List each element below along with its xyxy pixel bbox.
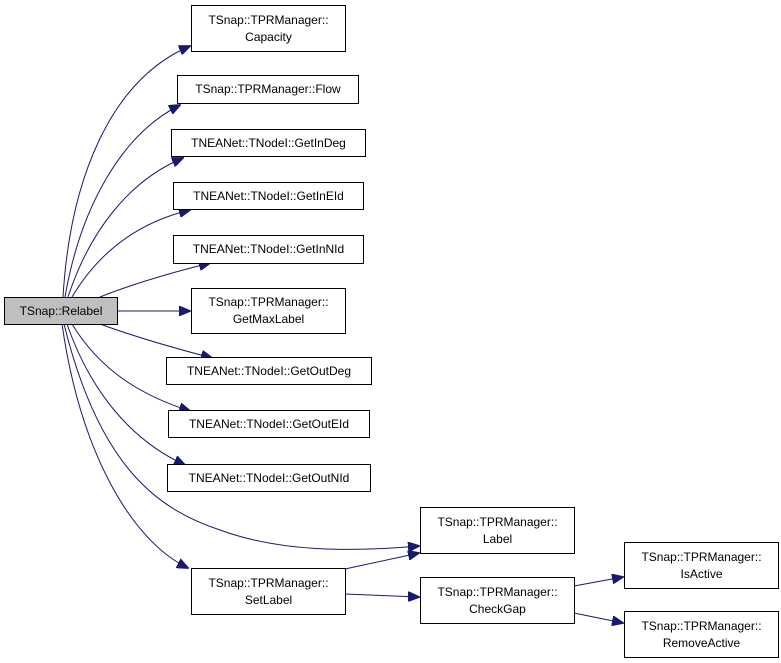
node-flow[interactable]: TSnap::TPRManager::Flow	[177, 75, 359, 104]
node-label: TSnap::TPRManager::	[208, 575, 329, 590]
edge-relabel-getinnid	[99, 263, 210, 298]
node-getindeg[interactable]: TNEANet::TNodeI::GetInDeg	[171, 129, 366, 157]
edge-relabel-capacity	[62, 46, 190, 298]
node-label: GetMaxLabel	[232, 312, 305, 326]
node-label: TNEANet::TNodeI::GetOutEId	[188, 416, 350, 431]
edge-setlabel-checkgap	[344, 594, 419, 597]
node-label: TSnap::TPRManager::	[641, 549, 762, 564]
node-label: TNEANet::TNodeI::GetOutDeg	[186, 363, 352, 378]
node-label: TNEANet::TNodeI::GetInEId	[193, 188, 344, 203]
edge-checkgap-removeactive	[573, 612, 623, 623]
node-label: TSnap::TPRManager::	[208, 12, 329, 27]
node-label: CheckGap	[469, 601, 526, 616]
node-getinnid[interactable]: TNEANet::TNodeI::GetInNId	[173, 235, 364, 264]
node-label: TSnap::TPRManager::	[437, 584, 558, 599]
node-relabel[interactable]: TSnap::Relabel	[4, 297, 118, 325]
node-label: TNEANet::TNodeI::GetOutNId	[188, 470, 350, 485]
edge-setlabel-label	[344, 553, 419, 570]
edge-relabel-getoutdeg	[99, 323, 212, 358]
node-label: Capacity	[245, 29, 292, 44]
node-removeactive[interactable]: TSnap::TPRManager:: RemoveActive	[624, 611, 779, 658]
node-label: TSnap::TPRManager::	[437, 514, 558, 529]
edge-relabel-getouteid	[71, 323, 190, 411]
node-label: TSnap::TPRManager::Flow	[195, 82, 341, 96]
node-checkgap[interactable]: TSnap::TPRManager:: CheckGap	[420, 577, 575, 624]
node-getmaxlabel[interactable]: TSnap::TPRManager:: GetMaxLabel	[191, 288, 346, 334]
node-label: SetLabel	[244, 592, 293, 607]
edge-checkgap-isactive	[573, 577, 623, 587]
node-label: TSnap::TPRManager::	[641, 618, 762, 633]
edge-relabel-setlabel	[61, 323, 188, 568]
node-getouteid[interactable]: TNEANet::TNodeI::GetOutEId	[168, 410, 370, 438]
node-label: TNEANet::TNodeI::GetInDeg	[191, 135, 346, 150]
node-label: TNEANet::TNodeI::GetInNId	[192, 242, 345, 256]
node-isactive[interactable]: TSnap::TPRManager:: IsActive	[624, 542, 779, 589]
node-setlabel[interactable]: TSnap::TPRManager:: SetLabel	[191, 568, 346, 615]
node-getineid[interactable]: TNEANet::TNodeI::GetInEId	[173, 182, 364, 210]
node-label: TSnap::Relabel	[19, 303, 103, 318]
node-getoutnid[interactable]: TNEANet::TNodeI::GetOutNId	[167, 464, 371, 492]
node-label: IsActive	[680, 566, 723, 581]
edge-relabel-label	[63, 323, 419, 549]
node-label: RemoveActive	[662, 635, 741, 650]
edge-relabel-getineid	[71, 210, 190, 298]
node-label[interactable]: TSnap::TPRManager:: Label	[420, 507, 575, 554]
edge-relabel-getindeg	[67, 158, 183, 298]
node-label: TSnap::TPRManager::	[208, 295, 329, 309]
edge-relabel-getoutnid	[66, 323, 185, 465]
node-capacity[interactable]: TSnap::TPRManager:: Capacity	[191, 5, 346, 52]
edge-relabel-flow	[64, 105, 180, 298]
node-getoutdeg[interactable]: TNEANet::TNodeI::GetOutDeg	[166, 357, 372, 385]
node-label: Label	[482, 531, 513, 546]
